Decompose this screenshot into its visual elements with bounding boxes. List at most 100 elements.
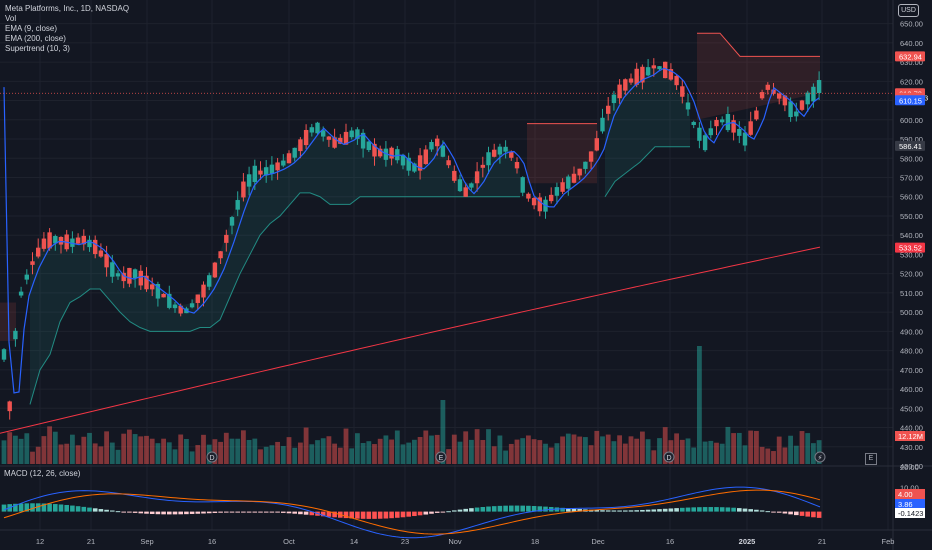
macd-histogram-bar bbox=[560, 507, 565, 512]
candle-body bbox=[560, 182, 565, 192]
candle-body bbox=[691, 121, 696, 126]
volume-bar bbox=[776, 436, 782, 464]
time-axis-label: 2025 bbox=[739, 537, 756, 546]
candle-body bbox=[201, 284, 206, 298]
macd-histogram-bar bbox=[674, 508, 679, 512]
volume-bar bbox=[725, 426, 731, 464]
lightning-icon bbox=[814, 451, 826, 463]
candle-body bbox=[623, 79, 628, 91]
price-badge-label: 586.41 bbox=[899, 142, 922, 151]
macd-histogram-bar bbox=[417, 511, 423, 516]
candle-body bbox=[754, 110, 759, 120]
candle-body bbox=[782, 95, 788, 106]
macd-histogram-bar bbox=[794, 511, 799, 516]
macd-histogram-bar bbox=[520, 505, 525, 512]
macd-histogram-bar bbox=[218, 511, 223, 513]
volume-bar bbox=[98, 446, 104, 464]
indicator-legend-ema9[interactable]: EMA (9, close) bbox=[5, 24, 58, 33]
macd-histogram-bar bbox=[161, 511, 166, 515]
volume-bar bbox=[13, 435, 18, 464]
candle-body bbox=[497, 146, 503, 155]
macd-histogram-bar bbox=[742, 508, 748, 512]
indicator-legend-vol[interactable]: Vol bbox=[5, 14, 17, 23]
volume-bar bbox=[583, 437, 588, 464]
candle-body bbox=[47, 232, 52, 249]
volume-bar bbox=[298, 442, 303, 464]
macd-histogram-bar bbox=[503, 505, 508, 512]
macd-histogram-bar bbox=[224, 511, 229, 513]
candle-body bbox=[640, 66, 645, 83]
candle-body bbox=[98, 250, 104, 257]
macd-histogram-bar bbox=[343, 511, 349, 519]
volume-bar bbox=[742, 445, 748, 464]
candle-body bbox=[794, 111, 799, 117]
volume-bar bbox=[121, 433, 127, 464]
candle-body bbox=[811, 86, 816, 102]
volume-bar bbox=[24, 433, 30, 464]
time-axis-label: 21 bbox=[818, 537, 826, 546]
event-marker-circle bbox=[663, 451, 675, 463]
volume-bar bbox=[372, 444, 377, 464]
macd-histogram-bar bbox=[811, 511, 816, 518]
currency-button[interactable]: USD bbox=[898, 4, 919, 17]
macd-legend[interactable]: MACD (12, 26, close) bbox=[4, 469, 81, 478]
macd-histogram-bar bbox=[252, 511, 258, 513]
macd-histogram-bar bbox=[395, 511, 400, 518]
volume-bar bbox=[457, 441, 463, 464]
volume-badge-label: 12.12M bbox=[898, 432, 923, 441]
volume-bar bbox=[263, 446, 269, 464]
volume-bar bbox=[537, 440, 543, 464]
price-badge-label: 533.52 bbox=[899, 244, 922, 253]
macd-histogram-bar bbox=[81, 506, 87, 512]
macd-histogram-bar bbox=[634, 510, 639, 512]
candle-body bbox=[132, 269, 138, 279]
indicator-legend-supertrend[interactable]: Supertrend (10, 3) bbox=[5, 44, 70, 53]
macd-histogram-bar bbox=[782, 511, 788, 514]
candle-body bbox=[326, 136, 332, 140]
volume-bar bbox=[759, 446, 765, 464]
volume-bar bbox=[30, 451, 35, 464]
macd-histogram-bar bbox=[668, 508, 674, 512]
macd-histogram-bar bbox=[195, 511, 201, 514]
price-tick-label: 510.00 bbox=[900, 289, 923, 298]
candle-body bbox=[110, 262, 115, 277]
candle-body bbox=[315, 122, 320, 134]
volume-bar bbox=[691, 447, 697, 464]
candle-body bbox=[172, 304, 178, 309]
macd-histogram-bar bbox=[372, 511, 377, 519]
macd-histogram-bar bbox=[708, 507, 714, 512]
price-tick-label: 580.00 bbox=[900, 154, 923, 163]
macd-histogram-bar bbox=[759, 510, 765, 512]
candle-body bbox=[292, 147, 297, 158]
candle-body bbox=[668, 69, 674, 80]
volume-bar bbox=[400, 444, 406, 464]
earnings-toggle-box[interactable]: E bbox=[865, 453, 877, 465]
macd-histogram-bar bbox=[303, 511, 309, 515]
candle-body bbox=[423, 149, 428, 164]
volume-bar bbox=[645, 439, 651, 464]
candle-body bbox=[389, 147, 394, 159]
macd-histogram-bar bbox=[121, 511, 126, 513]
macd-histogram-bar bbox=[246, 511, 252, 513]
volume-bar bbox=[132, 434, 138, 464]
candle-body bbox=[645, 67, 651, 76]
volume-bar bbox=[292, 447, 298, 464]
candle-body bbox=[178, 305, 183, 314]
volume-bar bbox=[155, 443, 161, 464]
candle-body bbox=[657, 66, 662, 70]
volume-bar bbox=[394, 430, 400, 464]
macd-histogram-bar bbox=[235, 511, 240, 513]
volume-bar bbox=[679, 439, 685, 464]
macd-histogram-bar bbox=[30, 503, 35, 512]
macd-histogram-bar bbox=[434, 511, 440, 513]
candle-body bbox=[474, 171, 480, 184]
macd-histogram-bar bbox=[1, 504, 7, 512]
volume-bar bbox=[235, 438, 241, 464]
price-tick-label: 650.00 bbox=[900, 20, 923, 29]
candle-body bbox=[777, 93, 782, 99]
volume-bar bbox=[383, 435, 389, 464]
time-axis-label: 23 bbox=[401, 537, 409, 546]
volume-bar bbox=[719, 443, 725, 464]
indicator-legend-ema200[interactable]: EMA (200, close) bbox=[5, 34, 66, 43]
